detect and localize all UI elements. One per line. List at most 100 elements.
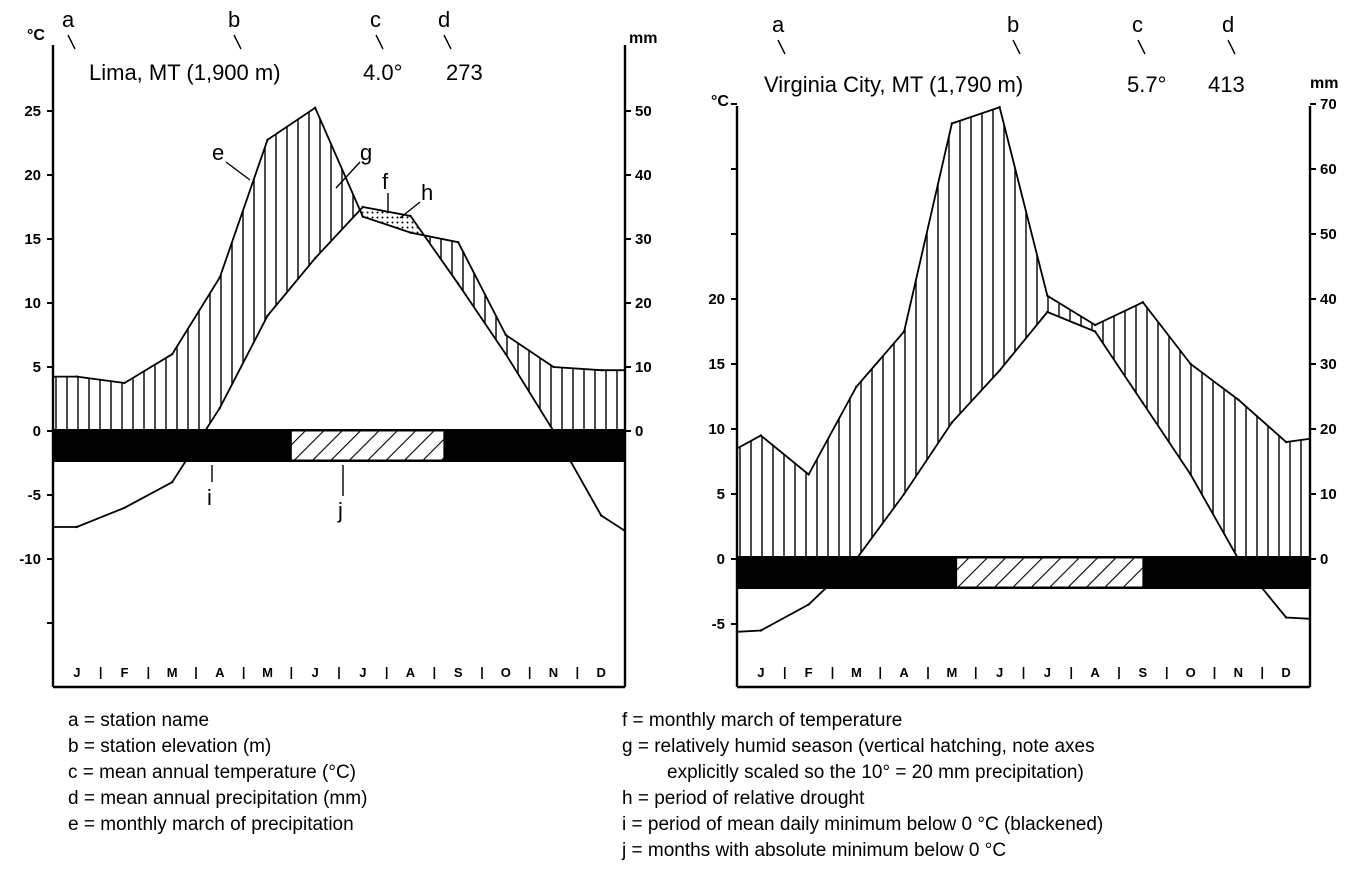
precipitation-point: [361, 215, 365, 218]
right-tick-label: 50: [1320, 226, 1337, 243]
legend-item-j: j = months with absolute minimum below 0…: [622, 840, 1007, 861]
legend-item-i: i = period of mean daily minimum below 0…: [622, 814, 1104, 835]
month-label: F: [121, 665, 129, 680]
legend-item-f: f = monthly march of temperature: [622, 710, 903, 731]
precipitation-point: [504, 333, 508, 337]
temperature-point: [75, 525, 79, 529]
left-tick-label: 10: [708, 421, 725, 438]
header-letter-d: d: [1222, 12, 1234, 37]
header-letter-d: d: [438, 7, 450, 32]
month-label: M: [946, 665, 957, 680]
legend-item-g-continued: explicitly scaled so the 10° = 20 mm pre…: [667, 762, 1084, 783]
header-leader-a: [67, 34, 76, 50]
month-label: D: [1281, 665, 1290, 680]
left-tick-label: 20: [708, 291, 725, 308]
temperature-point: [313, 257, 317, 260]
header-letter-a: a: [62, 7, 75, 32]
header-letter-b: b: [228, 7, 240, 32]
temperature-point: [1093, 330, 1097, 333]
frost-months-hatched-bar: [956, 557, 1144, 588]
temperature-point: [361, 205, 365, 209]
legend-item-g: g = relatively humid season (vertical ha…: [622, 736, 1095, 757]
mean-annual-temperature: 5.7°: [1127, 72, 1166, 97]
precipitation-point: [1046, 294, 1049, 297]
mm-unit-label: mm: [1310, 75, 1338, 92]
month-label: A: [1090, 665, 1100, 680]
left-tick-label: 20: [24, 167, 41, 184]
right-tick-label: 10: [635, 359, 652, 376]
month-label: S: [1139, 665, 1148, 680]
precipitation-point: [1141, 301, 1145, 304]
precipitation-point: [266, 138, 269, 141]
frost-months-hatched-bar: [290, 430, 445, 461]
temperature-point: [409, 214, 412, 218]
precipitation-point: [1093, 323, 1097, 327]
precipitation-point: [456, 241, 460, 244]
mm-unit-label: mm: [629, 30, 657, 47]
celsius-unit-label: °C: [711, 93, 729, 110]
mean-annual-temperature: 4.0°: [363, 60, 402, 85]
precipitation-point: [409, 231, 412, 234]
precipitation-point: [759, 434, 763, 437]
annotation-e: e: [212, 140, 224, 165]
precipitation-point: [599, 369, 603, 372]
month-label: J: [757, 665, 764, 680]
right-tick-label: 20: [1320, 421, 1337, 438]
header-leader-c: [1137, 39, 1146, 55]
month-label: O: [1186, 665, 1196, 680]
legend-item-d: d = mean annual precipitation (mm): [68, 788, 368, 809]
legend-left-column: a = station name b = station elevation (…: [68, 708, 367, 838]
header-letter-a: a: [772, 12, 785, 37]
month-label: N: [549, 665, 558, 680]
right-tick-label: 0: [635, 423, 643, 440]
drought-period-area: [361, 207, 423, 236]
right-tick-label: 0: [1320, 551, 1328, 568]
left-tick-label: 0: [717, 551, 725, 568]
temperature-point: [170, 481, 174, 484]
precipitation-point: [218, 276, 222, 279]
header-leader-c: [375, 34, 384, 50]
right-tick-label: 70: [1320, 96, 1337, 113]
precipitation-point: [75, 375, 79, 378]
station-name: Lima, MT (1,900 m): [89, 60, 281, 85]
left-tick-label: 0: [33, 423, 41, 440]
left-tick-label: 5: [33, 359, 41, 376]
annotation-h-leader: [399, 201, 421, 219]
right-tick-label: 10: [1320, 486, 1337, 503]
legend-item-h: h = period of relative drought: [622, 788, 865, 809]
temperature-point: [759, 629, 763, 632]
month-label: S: [454, 665, 463, 680]
precipitation-curve: [53, 106, 625, 384]
header-leader-a: [777, 39, 786, 55]
month-label: A: [215, 665, 225, 680]
legend-item-c: c = mean annual temperature (°C): [68, 762, 356, 783]
right-tick-label: 40: [1320, 291, 1337, 308]
month-label: O: [501, 665, 511, 680]
legend-right-column: f = monthly march of temperature g = rel…: [622, 708, 1103, 864]
precipitation-point: [170, 353, 174, 356]
temperature-point: [1141, 401, 1145, 405]
precipitation-point: [1237, 398, 1240, 401]
right-tick-label: 30: [1320, 356, 1337, 373]
precipitation-point: [123, 381, 126, 385]
temperature-point: [456, 282, 460, 285]
precipitation-point: [998, 106, 1001, 109]
left-tick-label: -10: [19, 551, 41, 568]
precipitation-point: [950, 122, 954, 125]
temperature-point: [1046, 310, 1049, 314]
precipitation-curve: [736, 106, 1311, 476]
header-letter-b: b: [1007, 12, 1019, 37]
month-label: J: [359, 665, 366, 680]
month-label: A: [406, 665, 416, 680]
legend-item-b: b = station elevation (m): [68, 736, 272, 757]
precipitation-point: [855, 385, 858, 388]
precipitation-point: [552, 365, 555, 369]
annotation-h: h: [421, 180, 433, 205]
temperature-point: [218, 406, 222, 410]
left-tick-label: -5: [712, 616, 725, 633]
precipitation-point: [807, 473, 810, 476]
temperature-point: [599, 514, 603, 517]
legend-item-e: e = monthly march of precipitation: [68, 814, 354, 835]
